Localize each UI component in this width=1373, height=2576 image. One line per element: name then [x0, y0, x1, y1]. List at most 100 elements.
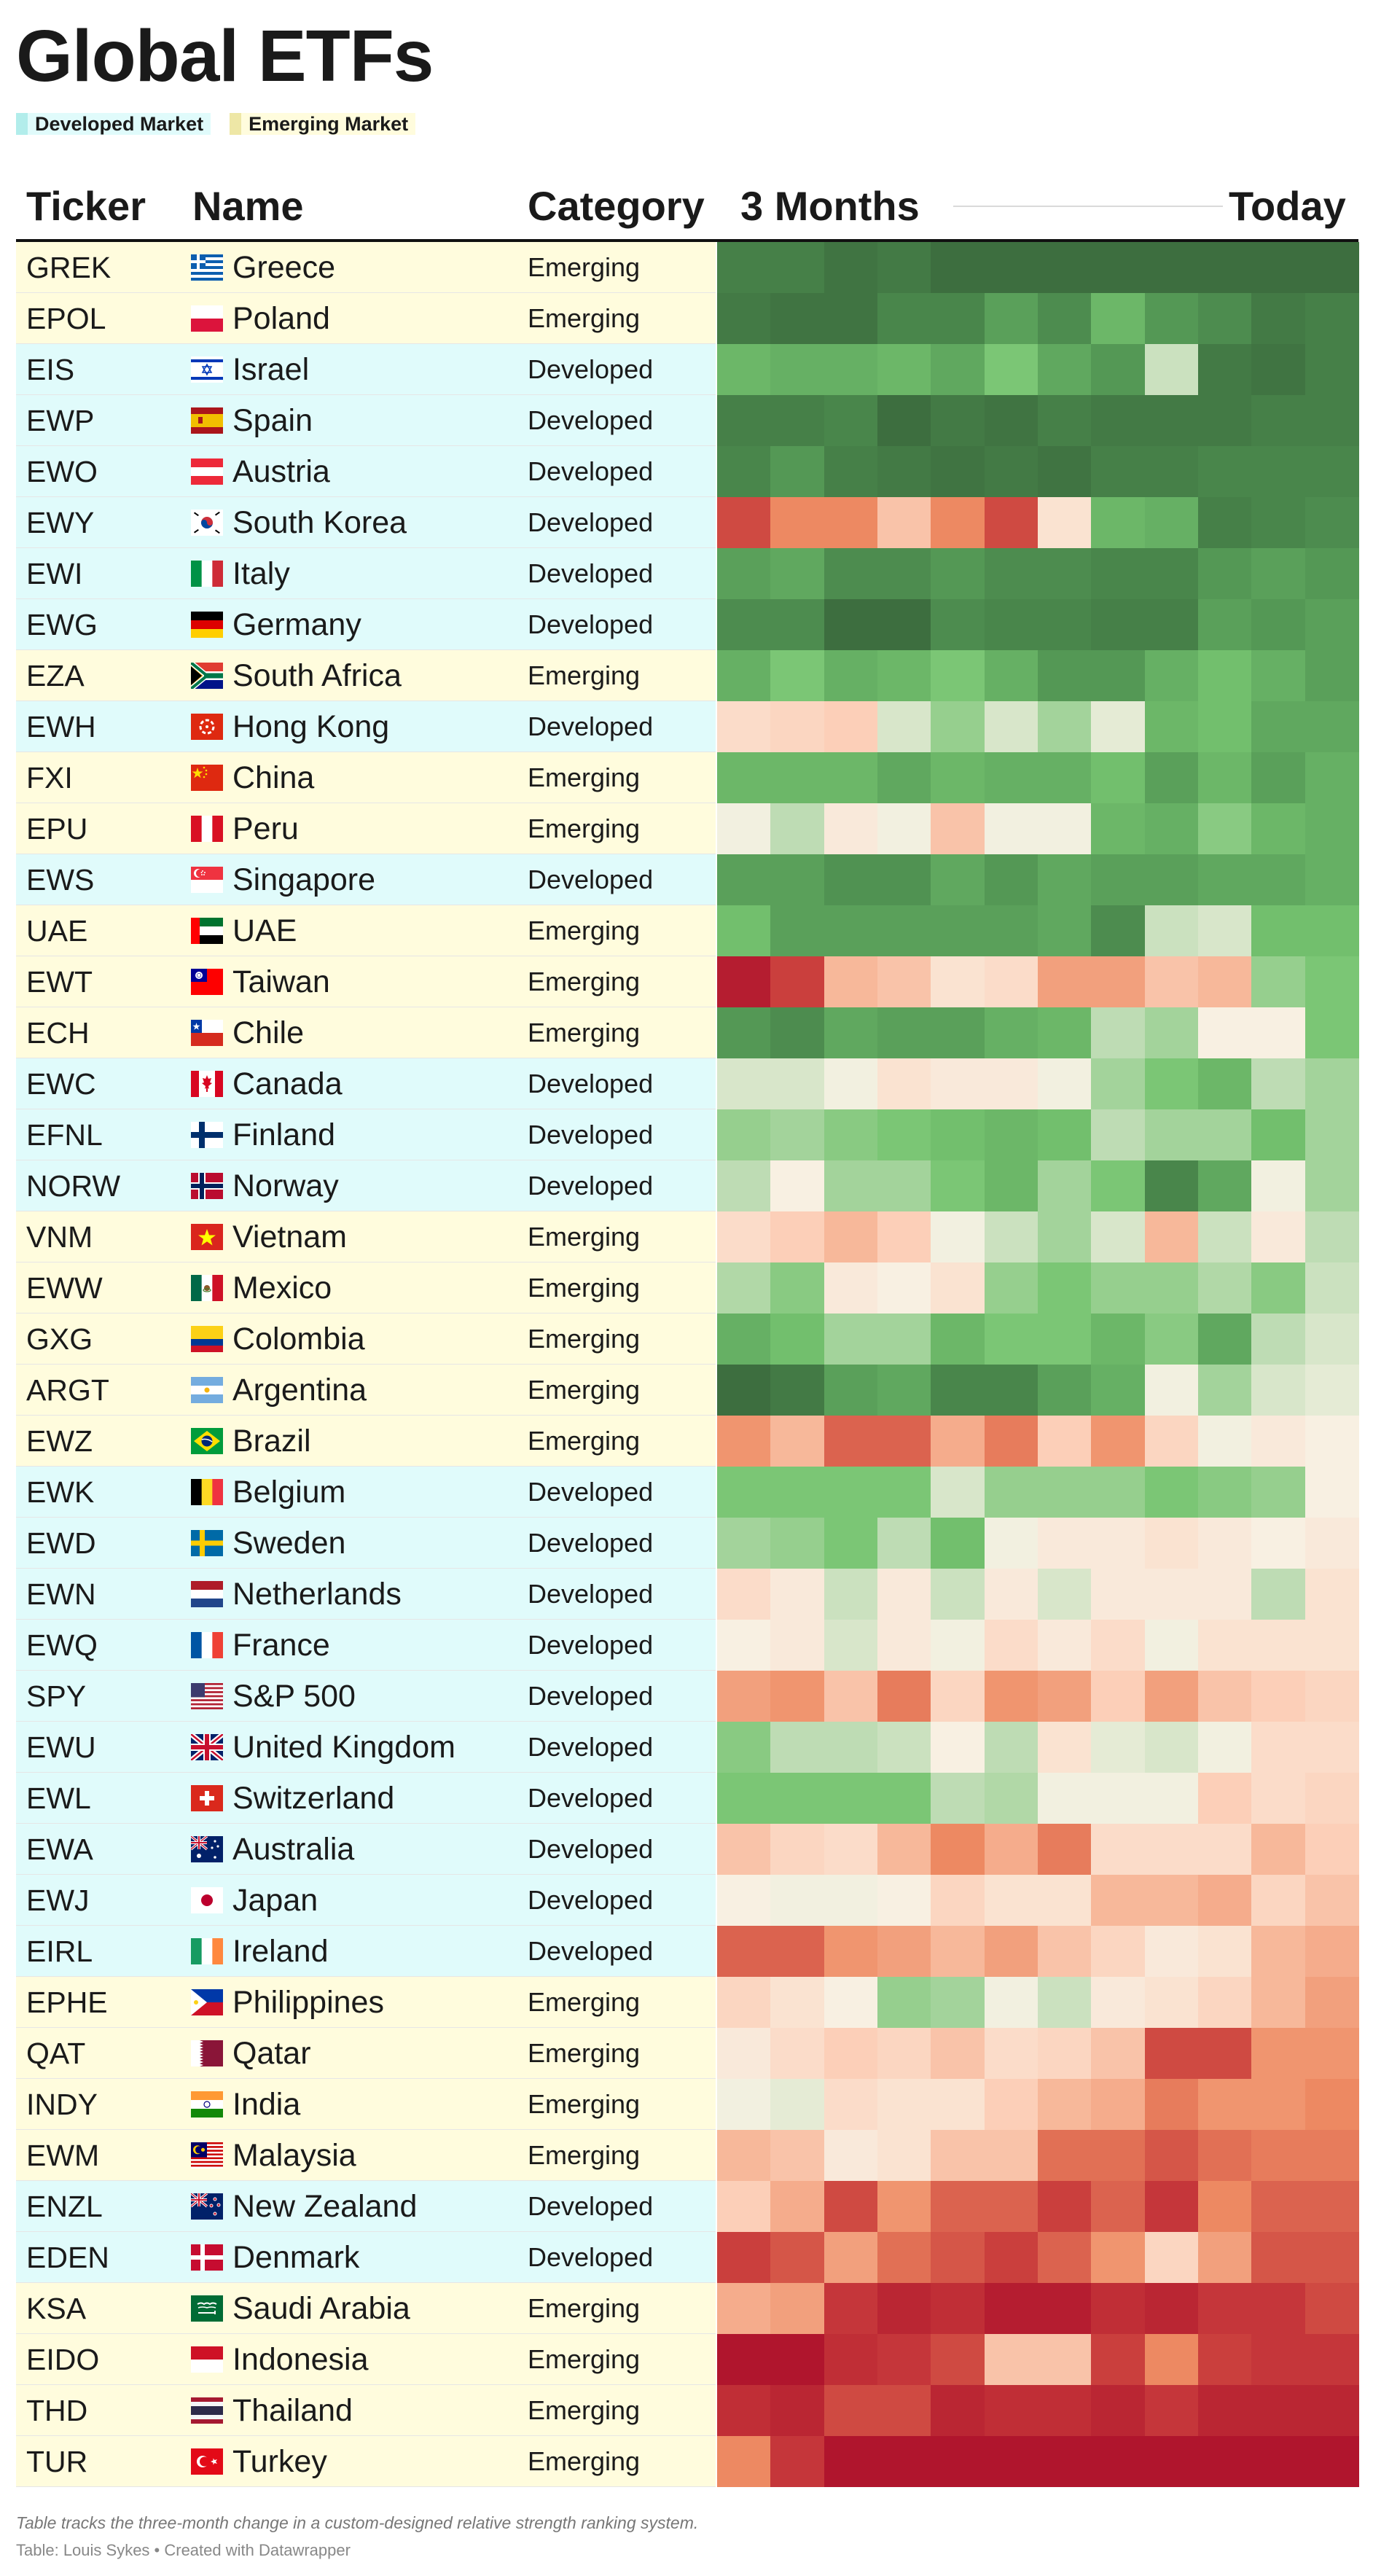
heatmap-cell — [717, 803, 771, 854]
heatmap-cell — [1198, 2028, 1252, 2079]
heatmap-cell — [717, 1365, 771, 1416]
table-row: ENZL New Zealand Developed — [16, 2181, 1359, 2232]
heatmap-cell — [1251, 1211, 1306, 1262]
heatmap-row — [717, 1416, 1359, 1467]
heatmap-cell — [1091, 1058, 1146, 1109]
heatmap-row — [717, 2385, 1359, 2436]
cell-category: Developed — [528, 1579, 654, 1609]
heatmap-cell — [717, 752, 771, 803]
heatmap-cell — [931, 1160, 985, 1211]
cell-ticker: EWH — [26, 710, 96, 743]
heatmap-row — [717, 1007, 1359, 1058]
heatmap-cell — [1304, 1518, 1359, 1569]
heatmap-cell — [824, 1518, 878, 1569]
heatmap-cell — [1198, 242, 1252, 293]
cell-category: Emerging — [528, 1018, 641, 1047]
heatmap-cell — [1251, 1416, 1306, 1467]
header-timeline-line — [953, 206, 1223, 207]
heatmap-cell — [1038, 2130, 1092, 2181]
cell-name: Poland — [232, 301, 330, 336]
row-background — [16, 1722, 716, 1773]
heatmap-cell — [1304, 905, 1359, 956]
flag-korea-icon — [191, 510, 223, 536]
flag-argentina-icon — [191, 1377, 223, 1403]
heatmap-cell — [824, 2436, 878, 2487]
heatmap-cell — [717, 1160, 771, 1211]
heatmap-cell — [1038, 446, 1092, 497]
heatmap-cell — [824, 293, 878, 344]
heatmap-cell — [1144, 2334, 1199, 2385]
legend: Developed Market Emerging Market — [16, 109, 434, 138]
heatmap-row — [717, 1569, 1359, 1620]
heatmap-cell — [877, 854, 931, 905]
row-background — [16, 2436, 716, 2487]
table-row: EPHE Philippines Emerging — [16, 1977, 1359, 2028]
heatmap-row — [717, 2028, 1359, 2079]
cell-ticker: EWU — [26, 1730, 96, 1764]
column-header-category[interactable]: Category — [528, 183, 705, 229]
row-background — [16, 395, 716, 446]
heatmap-cell — [877, 395, 931, 446]
heatmap-cell — [770, 752, 825, 803]
heatmap-cell — [824, 2283, 878, 2334]
heatmap-cell — [717, 548, 771, 599]
heatmap-cell — [770, 956, 825, 1007]
column-header-name[interactable]: Name — [192, 183, 304, 229]
heatmap-cell — [1091, 1977, 1146, 2028]
heatmap-row — [717, 905, 1359, 956]
row-background — [16, 2028, 716, 2079]
cell-category: Developed — [528, 2191, 654, 2221]
heatmap-cell — [1038, 497, 1092, 548]
column-header-ticker[interactable]: Ticker — [26, 183, 146, 229]
heatmap-cell — [1198, 905, 1252, 956]
row-divider — [16, 598, 716, 599]
heatmap-cell — [717, 1569, 771, 1620]
heatmap-cell — [824, 1875, 878, 1926]
heatmap-cell — [984, 1109, 1038, 1160]
heatmap-cell — [877, 1058, 931, 1109]
heatmap-cell — [717, 854, 771, 905]
table-row: EWC Canada Developed — [16, 1058, 1359, 1109]
heatmap-cell — [1304, 344, 1359, 395]
cell-name: Singapore — [232, 862, 376, 897]
heatmap-cell — [877, 548, 931, 599]
cell-name: Turkey — [232, 2444, 327, 2479]
heatmap-cell — [770, 344, 825, 395]
heatmap-cell — [770, 1211, 825, 1262]
heatmap-cell — [1038, 1620, 1092, 1671]
table-row: EWK Belgium Developed — [16, 1467, 1359, 1518]
heatmap-cell — [1304, 2079, 1359, 2130]
table-row: EWJ Japan Developed — [16, 1875, 1359, 1926]
flag-hongkong-icon — [191, 714, 223, 740]
heatmap-cell — [1198, 803, 1252, 854]
heatmap-cell — [1251, 1007, 1306, 1058]
heatmap-cell — [824, 1058, 878, 1109]
heatmap-cell — [877, 752, 931, 803]
table-row: NORW Norway Developed — [16, 1160, 1359, 1211]
flag-taiwan-icon — [191, 969, 223, 995]
heatmap-row — [717, 1671, 1359, 1722]
table-row: FXI China Emerging — [16, 752, 1359, 803]
heatmap-cell — [1091, 242, 1146, 293]
heatmap-cell — [770, 1875, 825, 1926]
heatmap-cell — [1304, 2334, 1359, 2385]
table-row: EWG Germany Developed — [16, 599, 1359, 650]
heatmap-cell — [877, 2028, 931, 2079]
heatmap-cell — [717, 293, 771, 344]
heatmap-cell — [1304, 599, 1359, 650]
table-row: EWZ Brazil Emerging — [16, 1416, 1359, 1467]
heatmap-row — [717, 1875, 1359, 1926]
table-row: EIS Israel Developed — [16, 344, 1359, 395]
heatmap-cell — [770, 2232, 825, 2283]
heatmap-cell — [1198, 293, 1252, 344]
heatmap-cell — [1038, 1467, 1092, 1518]
heatmap-cell — [877, 1007, 931, 1058]
heatmap-cell — [824, 1109, 878, 1160]
heatmap-cell — [984, 344, 1038, 395]
heatmap-cell — [770, 599, 825, 650]
heatmap-cell — [1038, 752, 1092, 803]
heatmap-cell — [984, 701, 1038, 752]
heatmap-cell — [1144, 1467, 1199, 1518]
heatmap-cell — [1251, 395, 1306, 446]
cell-category: Developed — [528, 1171, 654, 1201]
